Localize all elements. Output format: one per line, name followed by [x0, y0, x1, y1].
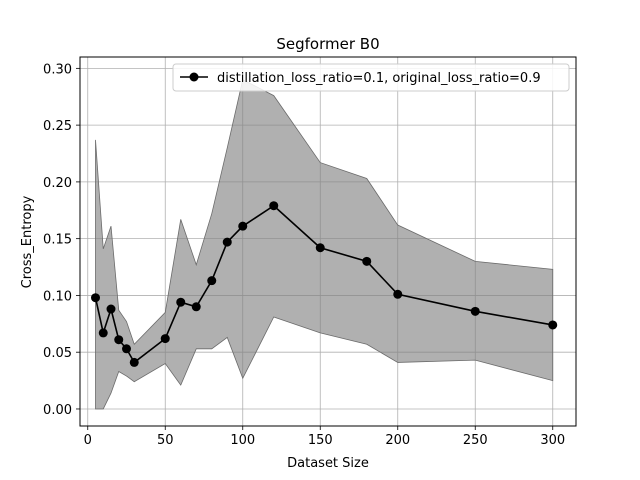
data-point [207, 276, 217, 286]
data-point [122, 344, 131, 354]
data-point [114, 335, 124, 345]
x-tick-label: 50 [157, 433, 174, 448]
x-tick-label: 300 [540, 433, 565, 448]
data-point [315, 243, 325, 253]
y-tick-label: 0.30 [43, 62, 72, 77]
legend: distillation_loss_ratio=0.1, original_lo… [172, 63, 570, 92]
y-tick-label: 0.05 [43, 346, 72, 361]
y-tick-label: 0.10 [43, 289, 72, 304]
series-group [91, 201, 558, 367]
y-tick-label: 0.00 [43, 403, 72, 418]
data-point [269, 201, 279, 211]
data-point [191, 302, 201, 312]
x-tick-label: 150 [308, 433, 333, 448]
data-point [222, 237, 232, 247]
series-line [94, 204, 553, 364]
data-point [238, 221, 248, 231]
confidence-band-area [95, 79, 554, 410]
data-point [160, 334, 170, 344]
x-tick-label: 0 [84, 433, 92, 448]
y-tick-label: 0.20 [43, 176, 72, 191]
x-tick-label: 250 [463, 433, 488, 448]
ticks: 0 50 100 150 200 250 300 0.00 0.05 0.10 0.15 0.20 0.… [43, 62, 565, 448]
x-tick-label: 200 [385, 433, 410, 448]
chart-title: Segformer B0 [276, 35, 379, 53]
data-point [98, 328, 108, 338]
data-point [91, 293, 100, 303]
legend-box [172, 63, 570, 92]
plot-frame [79, 56, 577, 427]
data-point [548, 320, 558, 330]
y-tick-label: 0.25 [43, 119, 72, 134]
legend-label: distillation_loss_ratio=0.1, original_lo… [217, 71, 541, 86]
data-point [129, 357, 139, 367]
data-point [362, 256, 372, 266]
data-point [393, 289, 403, 299]
legend-marker [189, 72, 199, 82]
data-point [106, 304, 116, 314]
confidence-band [95, 79, 554, 410]
data-point [176, 297, 186, 307]
y-axis-label: Cross_Entropy [20, 195, 35, 288]
x-tick-label: 100 [230, 433, 255, 448]
x-axis-label: Dataset Size [287, 456, 369, 471]
data-point [470, 306, 480, 316]
y-tick-label: 0.15 [43, 233, 72, 248]
